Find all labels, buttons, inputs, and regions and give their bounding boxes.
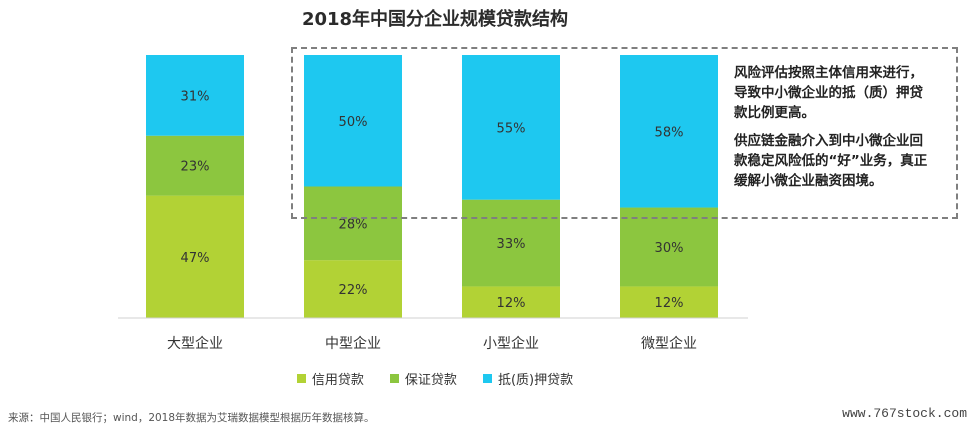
- data-label-mortgage-1: 31%: [181, 89, 210, 104]
- callout-text: 风险评估按照主体信用来进行，导致中小微企业的抵（质）押贷款比例更高。 供应链金融…: [734, 63, 934, 199]
- data-label-mortgage-3: 55%: [497, 121, 526, 136]
- bar-segment-mortgage-4: [620, 55, 718, 208]
- data-label-mortgage-4: 58%: [655, 125, 684, 140]
- bar-segment-guarantee-1: [146, 135, 244, 196]
- callout-box: [291, 47, 958, 219]
- category-label-2: 中型企业: [325, 335, 381, 352]
- data-label-credit-4: 12%: [655, 296, 684, 311]
- data-label-guarantee-4: 30%: [655, 241, 684, 256]
- bar-segment-mortgage-3: [462, 55, 560, 200]
- bar-segment-guarantee-3: [462, 199, 560, 287]
- category-label-3: 小型企业: [483, 335, 539, 352]
- source-note: 来源：中国人民银行；wind，2018年数据为艾瑞数据模型根据历年数据核算。: [8, 412, 375, 424]
- legend-label-mortgage: 抵(质)押贷款: [497, 373, 574, 388]
- legend-swatch-credit: [296, 374, 306, 383]
- callout-paragraph-2: 供应链金融介入到中小微企业回款稳定风险低的“好”业务，真正缓解小微企业融资困境。: [734, 133, 928, 189]
- legend-swatch-mortgage: [482, 374, 492, 383]
- bar-segment-credit-2: [304, 260, 402, 318]
- legend-swatch-guarantee: [389, 374, 399, 383]
- legend-label-credit: 信用贷款: [311, 373, 364, 388]
- bar-segment-credit-4: [620, 286, 718, 318]
- labels-layer: 47% 23% 31% 大型企业 22% 28% 50% 中型企业 12% 33% 55% 小型企业 1…: [167, 89, 697, 352]
- chart-title: 2018年中国分企业规模贷款结构: [301, 9, 569, 30]
- category-label-4: 微型企业: [641, 335, 697, 352]
- bars-layer: [146, 55, 718, 318]
- data-label-guarantee-1: 23%: [181, 160, 210, 175]
- data-label-credit-1: 47%: [181, 251, 210, 266]
- legend-item-credit: 信用贷款: [296, 369, 364, 388]
- bar-segment-credit-1: [146, 195, 244, 318]
- category-label-1: 大型企业: [167, 335, 223, 352]
- data-label-mortgage-2: 50%: [339, 115, 368, 130]
- legend-item-mortgage: 抵(质)押贷款: [482, 369, 574, 388]
- bar-segment-guarantee-2: [304, 186, 402, 261]
- watermark: www.767stock.com: [842, 406, 967, 421]
- data-label-credit-2: 22%: [339, 283, 368, 298]
- callout-paragraph-1: 风险评估按照主体信用来进行，导致中小微企业的抵（质）押贷款比例更高。: [734, 65, 923, 121]
- legend: 信用贷款 保证贷款 抵(质)押贷款: [0, 369, 870, 388]
- data-label-guarantee-2: 28%: [339, 217, 368, 232]
- bar-segment-credit-3: [462, 286, 560, 318]
- bar-segment-mortgage-1: [146, 55, 244, 136]
- data-label-guarantee-3: 33%: [497, 237, 526, 252]
- legend-item-guarantee: 保证贷款: [389, 369, 457, 388]
- bar-segment-mortgage-2: [304, 55, 402, 187]
- bar-segment-guarantee-4: [620, 207, 718, 287]
- data-label-credit-3: 12%: [497, 296, 526, 311]
- legend-label-guarantee: 保证贷款: [404, 373, 457, 388]
